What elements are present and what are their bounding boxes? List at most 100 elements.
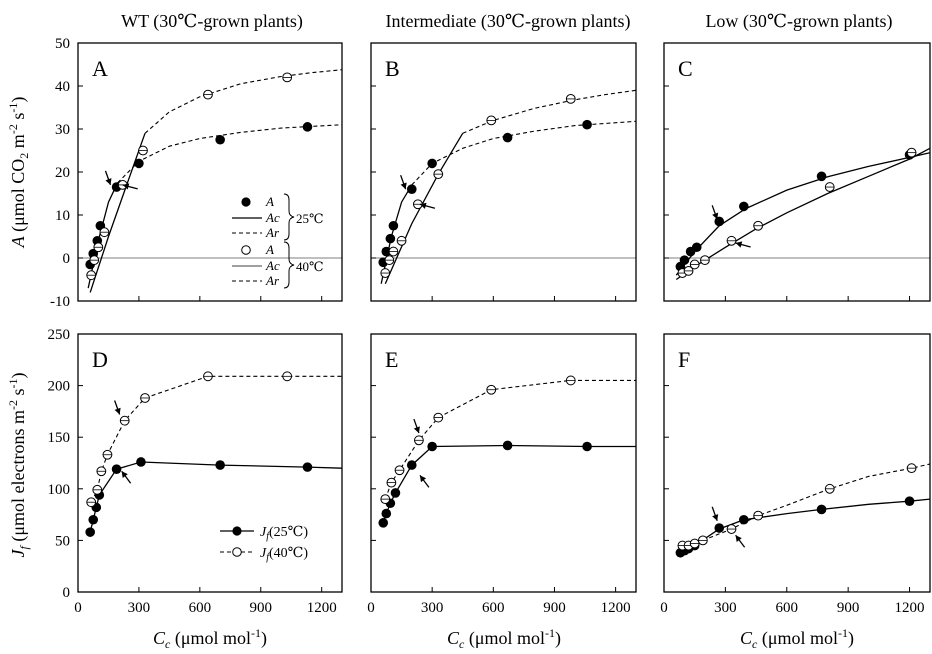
data-point-open — [486, 384, 497, 395]
legend-marker-jf40 — [232, 547, 242, 557]
panel-letter-e: E — [385, 347, 398, 372]
data-point-open — [433, 169, 444, 180]
data-point-open — [824, 483, 835, 494]
arrow-head — [121, 471, 128, 478]
data-point-open — [433, 412, 444, 423]
arrow-head — [712, 514, 719, 521]
data-point-filled — [88, 514, 99, 525]
y-tick-label: -10 — [50, 294, 70, 310]
data-point-filled — [406, 184, 417, 194]
panel-c-curves — [675, 147, 930, 281]
x-tick-label: 300 — [421, 600, 444, 616]
y-tick-label: 20 — [55, 165, 70, 181]
panel-e-frame — [370, 333, 637, 593]
data-point-filled — [502, 132, 513, 143]
x-tick-label: 600 — [776, 600, 799, 616]
data-point-filled — [679, 255, 690, 265]
legend-brace-40 — [283, 241, 295, 289]
legend-label-jf40: Jf(40℃) — [260, 546, 308, 563]
y-tick-label: 100 — [48, 482, 71, 498]
data-point-open — [86, 497, 97, 508]
data-point-open — [380, 268, 391, 278]
data-point-filled — [215, 460, 225, 470]
x-tick-label: 0 — [660, 600, 668, 616]
data-point-filled — [816, 504, 827, 515]
data-point-open — [726, 524, 737, 534]
curve-solid — [382, 444, 636, 524]
data-point-filled — [739, 201, 749, 212]
data-point-open — [753, 510, 764, 521]
data-point-open — [565, 375, 576, 386]
panel-e-curves — [382, 379, 636, 524]
curve-dashed — [462, 89, 636, 134]
data-point-filled — [816, 171, 827, 182]
y-tick-label: 0 — [63, 585, 71, 601]
panel-letter-b: B — [385, 56, 400, 81]
legend-brace-25 — [283, 193, 295, 241]
panel-f-curves — [680, 463, 930, 554]
marker-arrow — [122, 183, 138, 190]
curve-dashed — [682, 463, 930, 547]
data-point-filled — [739, 514, 749, 525]
data-point-filled — [582, 441, 592, 452]
y-tick-label: 250 — [48, 327, 71, 343]
data-point-filled — [302, 122, 313, 132]
data-point-open — [388, 246, 399, 257]
column-title-intermediate: Intermediate (30℃-grown plants) — [385, 11, 630, 32]
curve-dashed — [411, 120, 636, 186]
data-point-filled — [302, 462, 313, 472]
data-point-filled — [388, 220, 399, 231]
column-title-low: Low (30℃-grown plants) — [705, 11, 892, 32]
data-point-open — [92, 484, 103, 495]
x-tick-label: 0 — [74, 600, 82, 616]
data-point-open — [824, 182, 835, 192]
data-point-filled — [406, 460, 417, 470]
legend-label-a-25: A — [265, 194, 274, 209]
legend-marker-filled — [241, 197, 251, 207]
legend-temp-40: 40℃ — [296, 259, 324, 274]
marker-arrow — [735, 241, 751, 248]
panel-e: 0 300 600 900 1200 E — [367, 333, 637, 616]
y-tick-label: 200 — [48, 379, 71, 395]
x-tick-label: 600 — [189, 600, 212, 616]
data-point-filled — [136, 457, 146, 467]
data-point-open — [140, 393, 150, 403]
data-point-filled — [427, 158, 437, 169]
x-tick-label: 1200 — [601, 600, 631, 616]
arrow-head — [419, 202, 427, 209]
x-tick-label: 900 — [250, 600, 273, 616]
data-point-open — [93, 242, 104, 253]
panel-letter-a: A — [92, 56, 108, 81]
data-point-filled — [385, 233, 396, 244]
marker-arrow — [413, 418, 420, 434]
data-point-filled — [378, 518, 389, 528]
data-point-open — [753, 220, 764, 231]
data-point-open — [689, 259, 700, 270]
data-point-open — [697, 535, 708, 546]
data-point-open — [282, 72, 293, 83]
x-axis-label-e: Cc (μmol mol-1) — [447, 626, 561, 651]
arrow-head — [400, 182, 407, 190]
legend-bottom: Jf(25℃) Jf(40℃) — [220, 525, 308, 563]
data-point-filled — [904, 496, 915, 506]
x-tick-label: 0 — [367, 600, 375, 616]
data-point-open — [86, 270, 97, 281]
data-point-open — [203, 89, 213, 100]
panel-b-curves — [380, 89, 636, 285]
data-point-filled — [691, 242, 702, 253]
column-title-wt: WT (30℃-grown plants) — [121, 11, 303, 32]
data-point-open — [394, 465, 405, 476]
data-point-open — [486, 115, 497, 126]
marker-arrow — [400, 174, 407, 190]
panel-f-frame — [663, 333, 931, 593]
data-point-open — [906, 463, 917, 474]
data-point-open — [99, 227, 110, 238]
curve-dashed — [384, 379, 636, 500]
panel-a: -10 0 10 20 30 40 50 A — [50, 36, 343, 310]
curve-solid — [675, 152, 930, 276]
legend-top: A Ac Ar 25℃ A Ac Ar 40℃ — [232, 193, 324, 289]
panel-b-frame — [370, 42, 637, 302]
marker-arrow — [419, 474, 430, 488]
data-point-filled — [381, 246, 392, 257]
